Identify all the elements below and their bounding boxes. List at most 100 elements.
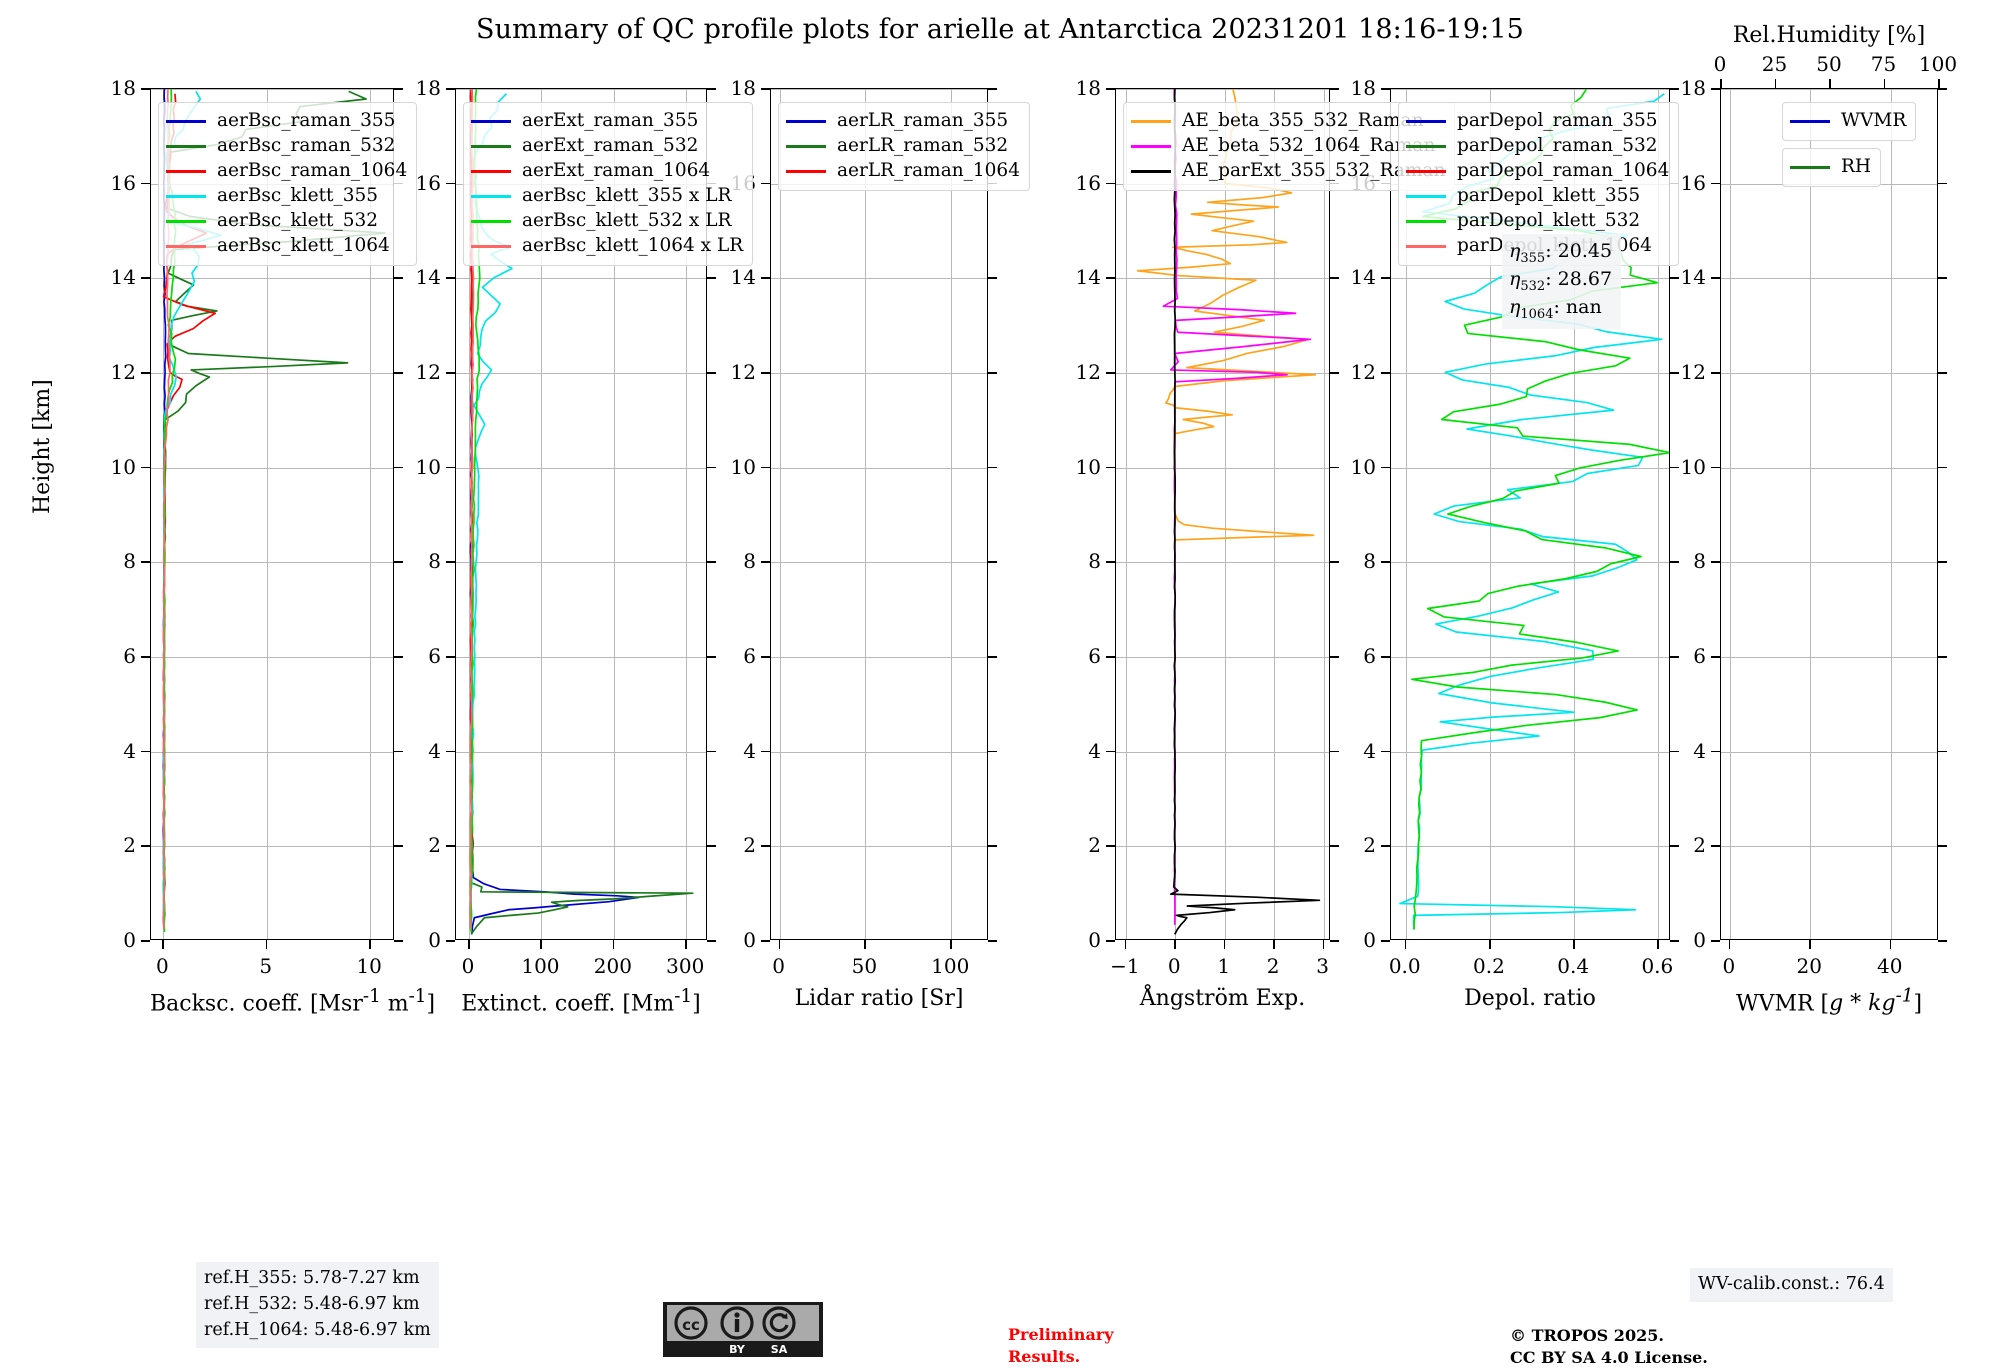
gridline-horizontal xyxy=(151,751,393,753)
x-tick-mark xyxy=(265,940,268,949)
legend-item[interactable]: aerBsc_raman_1064 xyxy=(166,159,407,184)
legend-wvmr-rh: WVMR xyxy=(1782,102,1917,141)
legend-color-swatch xyxy=(471,120,511,123)
legend-item[interactable]: parDepol_raman_532 xyxy=(1406,134,1669,159)
y-tick-mark xyxy=(1938,656,1947,658)
legend-item[interactable]: aerBsc_klett_1064 x LR xyxy=(471,234,743,259)
legend-label: WVMR xyxy=(1841,110,1907,132)
y-tick-mark xyxy=(1381,466,1390,469)
x-axis-title-backscatter: Backsc. coeff. [Msr-1 m-1] xyxy=(150,986,436,1017)
x-axis-title-lidar-ratio: Lidar ratio [Sr] xyxy=(794,986,964,1011)
legend-item[interactable]: parDepol_klett_532 xyxy=(1406,209,1669,234)
y-tick-label: 14 xyxy=(1075,265,1101,290)
gridline-horizontal xyxy=(771,89,987,90)
y-tick-mark xyxy=(394,656,403,658)
x-tick-mark xyxy=(778,940,781,949)
gridline-vertical xyxy=(1405,89,1407,939)
legend-item[interactable]: parDepol_klett_355 xyxy=(1406,184,1669,209)
figure-title: Summary of QC profile plots for arielle … xyxy=(476,14,1524,45)
y-tick-mark xyxy=(707,277,716,279)
y-tick-label: 10 xyxy=(415,454,441,479)
legend-item[interactable]: aerBsc_klett_532 xyxy=(166,209,407,234)
y-tick-label: 12 xyxy=(1075,360,1101,384)
y-tick-mark xyxy=(1711,372,1720,374)
gridline-horizontal xyxy=(151,562,393,564)
x-axis-title-depol-ratio: Depol. ratio xyxy=(1464,986,1596,1011)
y-tick-mark xyxy=(394,277,403,279)
y-tick-mark xyxy=(707,940,716,942)
gridline-horizontal xyxy=(1721,467,1937,469)
y-tick-mark xyxy=(707,466,716,469)
gridline-horizontal xyxy=(1721,278,1937,280)
x-tick-mark xyxy=(1657,940,1659,949)
y-tick-label: 14 xyxy=(110,265,136,290)
y-tick-label: 4 xyxy=(1088,738,1101,763)
legend-item[interactable]: AE_beta_532_1064_Raman xyxy=(1131,134,1445,159)
legend-item[interactable]: parDepol_raman_355 xyxy=(1406,109,1669,134)
x-tick-label: 0.4 xyxy=(1557,954,1590,978)
y-tick-mark xyxy=(141,656,150,658)
y-tick-label: 8 xyxy=(123,549,136,574)
y-tick-mark xyxy=(1711,845,1720,847)
wv-calib-note: WV-calib.const.: 76.4 xyxy=(1690,1268,1893,1302)
y-tick-mark xyxy=(1938,561,1947,563)
x-tick-label: 0 xyxy=(156,954,169,978)
legend-item[interactable]: aerBsc_klett_1064 xyxy=(166,234,407,259)
top-x-tick-mark xyxy=(1938,79,1940,88)
x-tick-label: 0.2 xyxy=(1473,954,1505,978)
legend-item[interactable]: aerBsc_klett_532 x LR xyxy=(471,209,743,234)
y-tick-mark xyxy=(1330,656,1339,658)
legend-item[interactable]: RH xyxy=(1790,155,1871,180)
x-tick-mark xyxy=(1728,940,1731,949)
y-tick-mark xyxy=(1330,466,1339,469)
y-tick-mark xyxy=(446,466,455,469)
legend-item[interactable]: aerExt_raman_355 xyxy=(471,109,743,134)
legend-item[interactable]: aerBsc_raman_355 xyxy=(166,109,407,134)
y-tick-mark xyxy=(1938,372,1947,374)
eta-annotation-box: η355: 20.45 η532: 28.67 η1064: nan xyxy=(1502,234,1622,330)
gridline-horizontal xyxy=(1721,751,1937,753)
legend-item[interactable]: aerLR_raman_355 xyxy=(786,109,1020,134)
gridline-vertical xyxy=(686,89,688,939)
gridline-horizontal xyxy=(771,278,987,280)
legend-item[interactable]: parDepol_raman_1064 xyxy=(1406,159,1669,184)
y-tick-mark xyxy=(394,940,403,942)
legend-color-swatch xyxy=(166,245,206,248)
y-tick-mark xyxy=(761,466,770,469)
gridline-vertical xyxy=(1274,89,1276,939)
y-tick-label: 6 xyxy=(1363,644,1376,668)
x-tick-mark xyxy=(1488,940,1491,949)
gridline-vertical xyxy=(865,89,867,939)
y-tick-label: 0 xyxy=(1363,928,1376,952)
legend-label: aerLR_raman_532 xyxy=(837,135,1009,157)
legend-item[interactable]: aerExt_raman_532 xyxy=(471,134,743,159)
legend-item[interactable]: aerBsc_klett_355 xyxy=(166,184,407,209)
y-tick-label: 4 xyxy=(123,738,136,763)
legend-item[interactable]: WVMR xyxy=(1790,109,1906,134)
legend-item[interactable]: aerBsc_raman_532 xyxy=(166,134,407,159)
legend-item[interactable]: AE_parExt_355_532_Raman xyxy=(1131,159,1445,184)
y-tick-mark xyxy=(1670,372,1679,374)
y-tick-mark xyxy=(141,845,150,847)
gridline-vertical xyxy=(1323,89,1325,939)
legend-item[interactable]: AE_beta_355_532_Raman xyxy=(1131,109,1445,134)
y-tick-mark xyxy=(1711,182,1720,185)
gridline-horizontal xyxy=(1391,657,1669,658)
legend-color-swatch xyxy=(166,170,206,173)
gridline-vertical xyxy=(541,89,543,939)
y-tick-label: 0 xyxy=(1088,928,1101,952)
legend-label: aerExt_raman_1064 xyxy=(522,160,711,182)
legend-item[interactable]: aerExt_raman_1064 xyxy=(471,159,743,184)
legend-item[interactable]: aerLR_raman_532 xyxy=(786,134,1020,159)
legend-label: AE_beta_532_1064_Raman xyxy=(1182,135,1436,157)
y-tick-label: 4 xyxy=(428,738,441,763)
x-tick-mark xyxy=(864,940,866,949)
legend-item[interactable]: aerLR_raman_1064 xyxy=(786,159,1020,184)
y-tick-mark xyxy=(1670,466,1679,469)
y-tick-label: 2 xyxy=(1363,833,1376,858)
y-tick-mark xyxy=(707,656,716,658)
legend-item[interactable]: aerBsc_klett_355 x LR xyxy=(471,184,743,209)
copyright-note: © TROPOS 2025. CC BY SA 4.0 License. xyxy=(1510,1326,1708,1368)
legend-color-swatch xyxy=(471,245,511,248)
panel-backscatter: 0 2 4 6 8 10 12 14 16 18 0 5 10 Backsc. coeff. [Msr-1… xyxy=(111,78,436,1016)
